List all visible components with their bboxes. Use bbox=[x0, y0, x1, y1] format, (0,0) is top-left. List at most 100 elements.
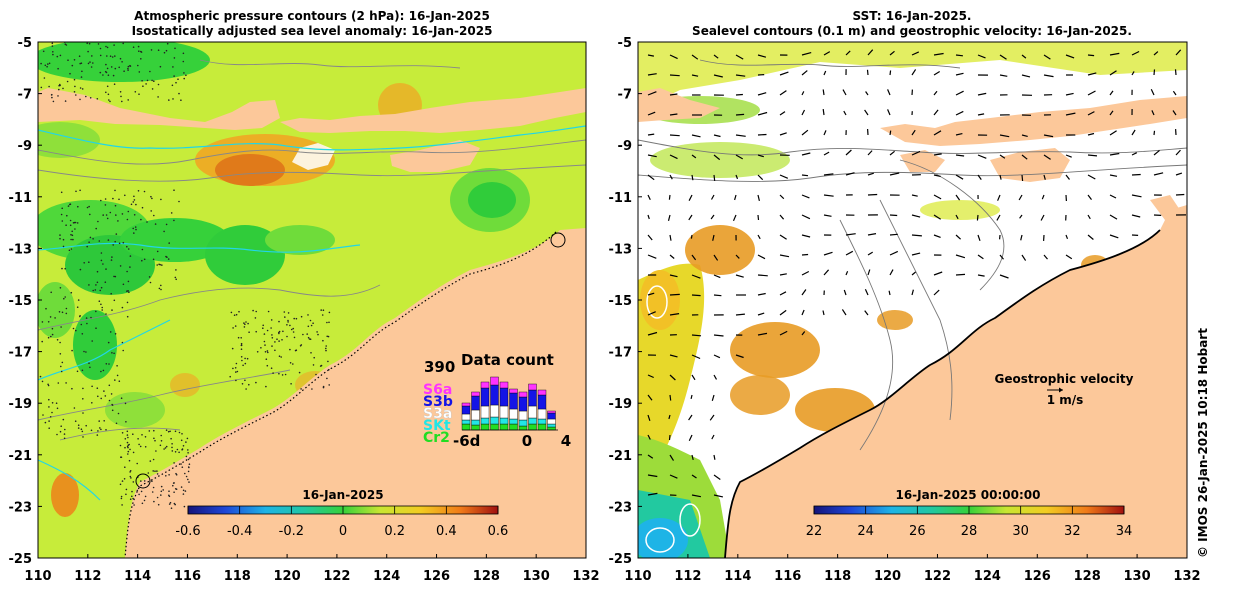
velocity-vector bbox=[779, 194, 785, 200]
left-lon-tick: 132 bbox=[572, 569, 599, 584]
stipple-dot bbox=[159, 263, 161, 266]
velocity-vector bbox=[1172, 90, 1177, 96]
left-lon-tick: 126 bbox=[423, 569, 450, 584]
stipple-dot bbox=[138, 50, 140, 52]
stipple-dot bbox=[134, 226, 137, 228]
right-axis-labels: -5 -7 -9 -11 -13 -15 -17 -19 -21 -23 -25 110 112 114 1… bbox=[609, 36, 1201, 584]
stipple-dot bbox=[267, 310, 270, 313]
velocity-vector bbox=[933, 174, 941, 177]
stipple-dot bbox=[182, 52, 185, 55]
velocity-vector bbox=[691, 494, 702, 498]
velocity-vector bbox=[735, 154, 744, 160]
velocity-vector bbox=[801, 52, 812, 56]
velocity-vector bbox=[1175, 149, 1181, 156]
velocity-vector bbox=[977, 113, 985, 116]
stipple-dot bbox=[278, 320, 280, 323]
velocity-vector bbox=[867, 172, 874, 176]
left-lon-tick: 130 bbox=[523, 569, 550, 584]
stipple-dot bbox=[143, 190, 146, 193]
stipple-dot bbox=[328, 368, 330, 371]
stipple-dot bbox=[185, 74, 187, 77]
velocity-vector bbox=[732, 214, 737, 222]
stipple-dot bbox=[112, 244, 114, 246]
stipple-dot bbox=[132, 46, 135, 48]
stipple-dot bbox=[130, 203, 133, 206]
stipple-dot bbox=[328, 311, 331, 314]
stipple-dot bbox=[98, 300, 101, 303]
stipple-dot bbox=[122, 283, 125, 286]
stipple-dot bbox=[118, 380, 121, 383]
velocity-vector bbox=[1131, 50, 1140, 56]
stipple-dot bbox=[230, 311, 233, 314]
stipple-dot bbox=[118, 242, 121, 245]
velocity-vector bbox=[668, 434, 671, 441]
velocity-vector bbox=[845, 250, 854, 256]
stipple-dot bbox=[57, 95, 59, 97]
stipple-dot bbox=[105, 214, 108, 216]
stipple-dot bbox=[81, 333, 84, 335]
data-count-xlabel-start: -6d bbox=[453, 432, 480, 450]
stipple-dot bbox=[240, 337, 242, 339]
stipple-dot bbox=[65, 44, 68, 46]
stipple-dot bbox=[56, 339, 59, 341]
velocity-vector bbox=[647, 331, 658, 336]
stipple-dot bbox=[181, 449, 183, 451]
stipple-dot bbox=[110, 393, 113, 395]
data-count-bar-segment bbox=[537, 408, 547, 420]
stipple-dot bbox=[278, 372, 280, 375]
velocity-vector bbox=[955, 90, 964, 96]
stipple-dot bbox=[40, 86, 43, 89]
stipple-dot bbox=[47, 383, 49, 386]
velocity-vector bbox=[734, 194, 737, 201]
velocity-vector bbox=[757, 54, 767, 58]
velocity-vector bbox=[823, 151, 830, 156]
data-count-bar-segment bbox=[480, 381, 490, 389]
stipple-dot bbox=[152, 486, 155, 489]
velocity-vector bbox=[757, 332, 768, 336]
velocity-vector bbox=[1153, 172, 1164, 176]
velocity-vector bbox=[713, 274, 721, 279]
stipple-dot bbox=[63, 437, 66, 440]
left-lon-tick: 122 bbox=[323, 569, 350, 584]
stipple-dot bbox=[91, 340, 93, 342]
stipple-dot bbox=[119, 91, 122, 93]
stipple-dot bbox=[149, 70, 151, 73]
velocity-vector bbox=[889, 150, 895, 156]
velocity-vector bbox=[889, 214, 898, 217]
data-count-bar-segment bbox=[461, 419, 471, 425]
velocity-vector bbox=[669, 454, 675, 461]
left-axis-labels: -5 -7 -9 -11 -13 -15 -17 -19 -21 -23 -25 110 112 114 1… bbox=[9, 36, 600, 584]
stipple-dot bbox=[173, 57, 176, 59]
velocity-vector bbox=[757, 292, 766, 296]
stipple-dot bbox=[131, 495, 133, 498]
velocity-vector bbox=[669, 313, 680, 316]
data-count-legend-s3b: S3b bbox=[423, 394, 453, 410]
velocity-vector bbox=[801, 194, 810, 199]
stipple-dot bbox=[287, 319, 289, 322]
stipple-dot bbox=[121, 213, 124, 215]
stipple-dot bbox=[47, 336, 50, 339]
stipple-dot bbox=[56, 55, 59, 58]
velocity-vector bbox=[888, 290, 891, 296]
stipple-dot bbox=[124, 446, 126, 449]
stipple-dot bbox=[135, 203, 137, 206]
velocity-vector bbox=[933, 52, 944, 56]
data-count-bar-segment bbox=[528, 383, 537, 391]
stipple-dot bbox=[129, 471, 131, 473]
stipple-dot bbox=[133, 199, 136, 201]
stipple-dot bbox=[76, 222, 79, 224]
stipple-dot bbox=[124, 466, 126, 469]
stipple-dot bbox=[293, 317, 296, 320]
stipple-dot bbox=[88, 362, 90, 365]
stipple-dot bbox=[109, 55, 112, 57]
stipple-dot bbox=[126, 430, 129, 433]
stipple-dot bbox=[126, 218, 129, 221]
velocity-vector bbox=[801, 152, 811, 156]
velocity-vector bbox=[667, 214, 671, 221]
stipple-dot bbox=[320, 309, 323, 311]
velocity-vector bbox=[933, 289, 940, 296]
stipple-dot bbox=[41, 340, 43, 343]
left-colorbar-tick: 0.6 bbox=[488, 524, 509, 539]
stipple-dot bbox=[104, 395, 107, 397]
stipple-dot bbox=[150, 49, 153, 51]
